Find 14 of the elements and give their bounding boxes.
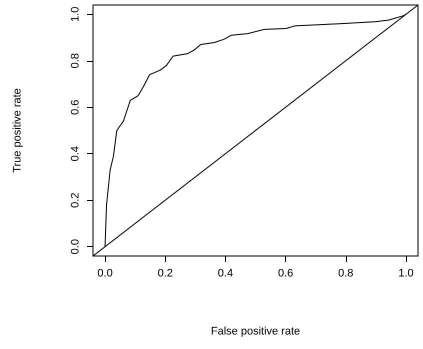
x-tick-label: 1.0 <box>398 268 414 280</box>
y-tick-label: 0.2 <box>70 192 82 208</box>
x-tick-label: 0.0 <box>97 268 113 280</box>
x-tick-label: 0.6 <box>278 268 294 280</box>
x-tick-label: 0.8 <box>338 268 354 280</box>
y-tick-label: 0.6 <box>70 100 82 115</box>
y-tick-label: 1.0 <box>70 6 82 22</box>
x-tick-label: 0.4 <box>218 268 234 280</box>
y-tick-label: 0.4 <box>70 146 82 162</box>
y-tick-label: 0.8 <box>70 53 82 68</box>
y-axis-title: True positive rate <box>12 88 24 173</box>
x-axis-title: False positive rate <box>210 326 300 338</box>
x-tick-label: 0.2 <box>158 268 173 280</box>
y-tick-label: 0.0 <box>70 239 82 254</box>
